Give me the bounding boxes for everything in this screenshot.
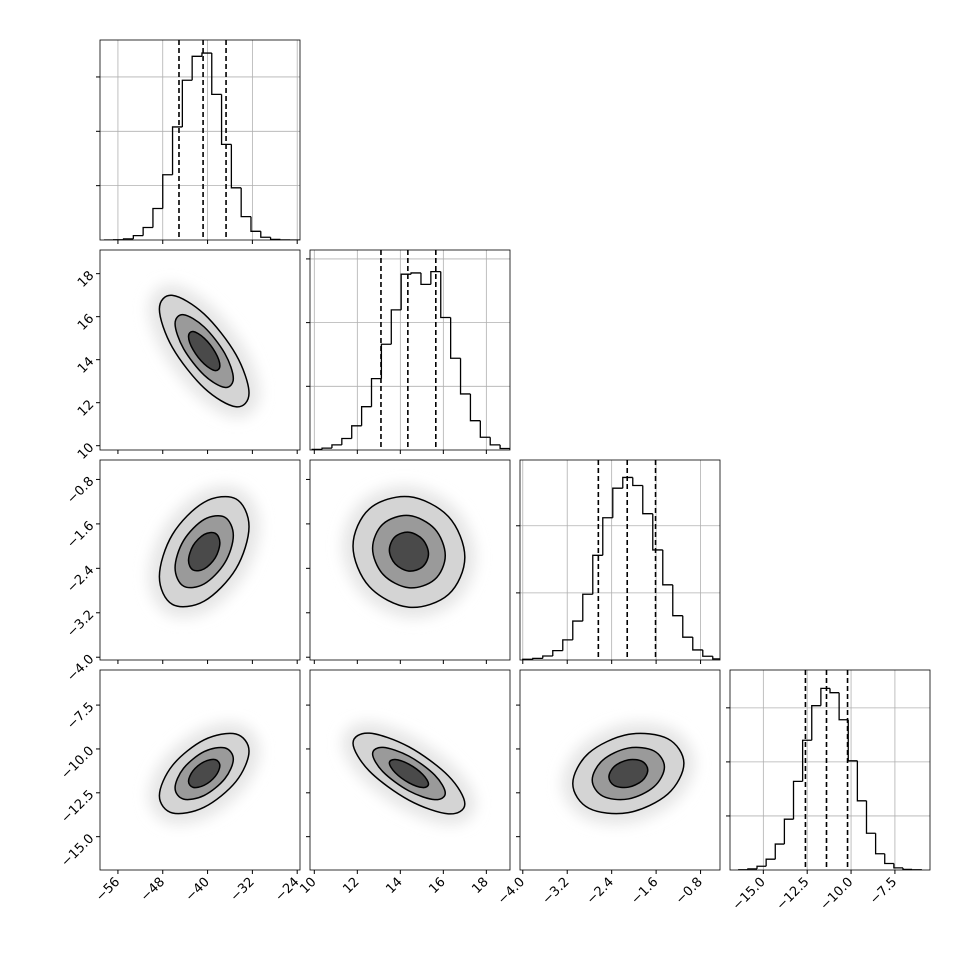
hist-step — [269, 237, 281, 240]
density-contour — [608, 758, 649, 789]
hist-step — [756, 865, 767, 869]
hist-step — [874, 833, 885, 855]
hist-step — [499, 444, 510, 450]
hist-panel — [520, 460, 720, 660]
hist-step — [380, 343, 392, 379]
hist-step — [602, 517, 613, 556]
hist-step — [792, 780, 803, 820]
hist-step — [682, 615, 693, 638]
hist-step — [702, 649, 713, 657]
2d-panel — [148, 284, 261, 418]
density-contour — [388, 531, 430, 572]
2d-panel — [148, 485, 261, 618]
hist-step — [390, 309, 402, 345]
hist-step — [152, 207, 163, 228]
hist-step — [662, 549, 673, 586]
hist-step — [811, 705, 821, 741]
hist-step — [582, 593, 593, 622]
hist-step — [240, 187, 251, 218]
hist-step — [572, 620, 583, 640]
hist-step — [220, 94, 232, 145]
hist-step — [430, 271, 441, 285]
panel-frame — [519, 459, 721, 661]
hist-step — [211, 53, 222, 95]
hist-step — [532, 657, 543, 660]
hist-step — [449, 317, 461, 359]
hist-step — [250, 216, 261, 232]
density-contour — [388, 758, 430, 789]
density-contour — [187, 758, 221, 789]
panel-frame — [309, 669, 511, 871]
hist-step — [622, 476, 633, 489]
panel-frame — [99, 249, 301, 451]
hist-step — [230, 144, 242, 189]
hist-step — [612, 487, 623, 518]
hist-step — [542, 655, 553, 659]
hist-step — [829, 688, 840, 694]
hist-step — [652, 513, 663, 551]
hist-step — [459, 358, 471, 395]
hist-step — [142, 226, 153, 236]
hist-step — [351, 425, 362, 439]
hist-step — [865, 800, 876, 834]
hist-step — [632, 477, 643, 487]
panel-frame — [309, 249, 511, 451]
hist-panel — [100, 40, 300, 240]
hist-step — [489, 437, 501, 446]
hist-step — [479, 420, 491, 438]
hist-step — [552, 649, 563, 656]
hist-step — [774, 843, 785, 860]
hist-step — [642, 485, 653, 515]
panel-frame — [309, 459, 511, 661]
hist-step — [201, 52, 212, 57]
hist-step — [893, 863, 903, 869]
density-contour — [187, 531, 221, 572]
hist-step — [132, 235, 144, 239]
panel-frame — [99, 39, 301, 241]
hist-step — [370, 378, 382, 407]
hist-step — [856, 760, 867, 802]
panel-frame — [99, 669, 301, 871]
hist-step — [341, 437, 352, 445]
hist-step — [592, 554, 603, 595]
2d-panel — [148, 722, 261, 825]
hist-step — [260, 231, 271, 238]
hist-step — [469, 393, 481, 422]
hist-step — [331, 444, 342, 449]
hist-panel — [730, 670, 930, 870]
2d-panel — [342, 485, 476, 619]
hist-step — [801, 739, 812, 782]
hist-step — [191, 55, 202, 81]
hist-step — [884, 853, 894, 865]
hist-step — [765, 858, 776, 867]
hist-step — [321, 447, 332, 450]
2d-panel — [342, 722, 476, 825]
hist-step — [692, 637, 703, 651]
hist-step — [783, 818, 794, 845]
hist-step — [747, 868, 758, 870]
hist-step — [712, 656, 720, 660]
hist-step — [410, 272, 421, 275]
hist-step — [562, 639, 573, 651]
hist-step — [360, 406, 372, 426]
panel-frame — [519, 669, 721, 871]
hist-panel — [310, 250, 510, 450]
hist-step — [902, 867, 913, 870]
hist-step — [838, 692, 849, 721]
2d-panel — [561, 722, 695, 825]
hist-step — [181, 79, 193, 127]
hist-step — [672, 584, 683, 617]
hist-step — [440, 271, 451, 319]
density-contour — [187, 330, 221, 372]
hist-step — [162, 174, 173, 209]
panel-frame — [99, 459, 301, 661]
hist-step — [420, 272, 431, 286]
panel-frame — [729, 669, 931, 871]
hist-step — [171, 126, 183, 175]
hist-step — [122, 238, 134, 240]
